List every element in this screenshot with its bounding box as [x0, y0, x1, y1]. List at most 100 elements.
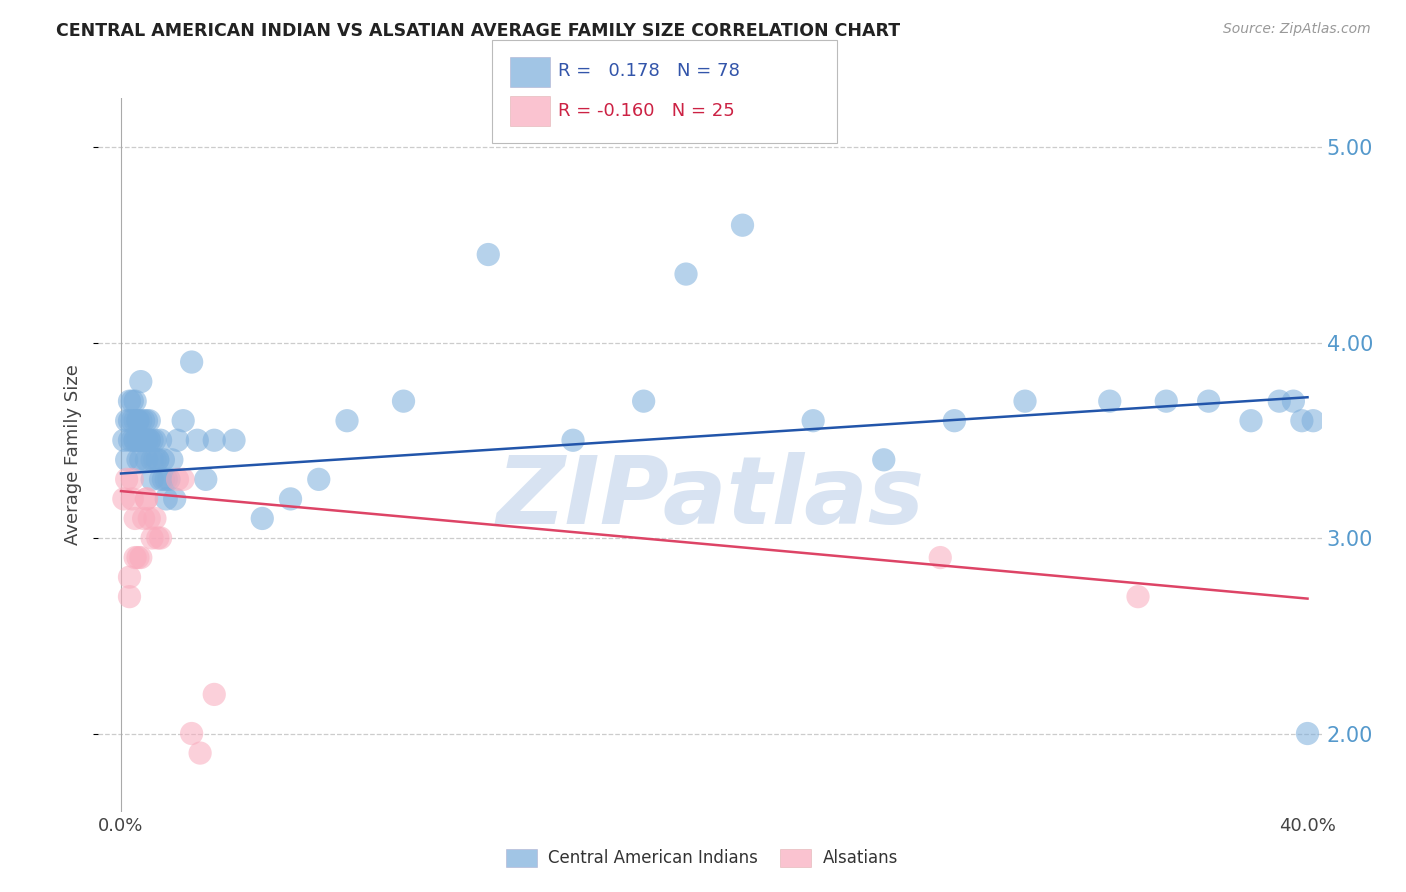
Point: [675, 267, 697, 281]
Point: [121, 472, 143, 486]
Point: [132, 414, 155, 428]
Point: [118, 414, 141, 428]
Point: [124, 550, 146, 565]
Point: [121, 491, 143, 506]
Point: [124, 511, 146, 525]
Point: [155, 472, 177, 486]
Point: [308, 472, 330, 486]
Point: [127, 550, 149, 565]
Point: [127, 414, 149, 428]
Point: [115, 414, 138, 428]
Point: [146, 452, 169, 467]
Point: [180, 355, 202, 369]
Point: [143, 511, 166, 525]
Point: [1291, 414, 1313, 428]
Point: [1282, 394, 1305, 409]
Point: [115, 452, 138, 467]
Point: [152, 452, 174, 467]
Point: [112, 491, 135, 506]
Point: [129, 414, 152, 428]
Point: [127, 452, 149, 467]
Point: [118, 590, 141, 604]
Point: [202, 687, 225, 701]
Point: [157, 472, 180, 486]
Point: [118, 394, 141, 409]
Point: [172, 472, 194, 486]
Point: [163, 491, 186, 506]
Point: [112, 434, 135, 448]
Point: [127, 434, 149, 448]
Point: [155, 491, 177, 506]
Point: [132, 434, 155, 448]
Point: [166, 472, 188, 486]
Point: [1126, 590, 1149, 604]
Point: [222, 434, 245, 448]
Point: [202, 434, 225, 448]
Point: [135, 452, 157, 467]
Point: [1198, 394, 1220, 409]
Point: [121, 434, 143, 448]
Point: [1268, 394, 1291, 409]
Point: [160, 452, 183, 467]
Point: [1302, 414, 1324, 428]
Point: [186, 434, 208, 448]
Point: [141, 472, 163, 486]
Point: [149, 434, 172, 448]
Point: [124, 434, 146, 448]
Point: [929, 550, 952, 565]
Point: [121, 414, 143, 428]
Point: [336, 414, 359, 428]
Text: Alsatians: Alsatians: [823, 849, 898, 867]
Y-axis label: Average Family Size: Average Family Size: [65, 365, 83, 545]
Point: [1014, 394, 1036, 409]
Text: Central American Indians: Central American Indians: [548, 849, 758, 867]
Point: [118, 570, 141, 584]
Point: [194, 472, 217, 486]
Point: [477, 247, 499, 261]
Point: [135, 434, 157, 448]
Point: [138, 434, 160, 448]
Point: [1240, 414, 1263, 428]
Point: [141, 452, 163, 467]
Point: [1098, 394, 1121, 409]
Point: [118, 434, 141, 448]
Point: [172, 414, 194, 428]
Point: [873, 452, 896, 467]
Point: [141, 531, 163, 545]
Point: [129, 434, 152, 448]
Point: [129, 550, 152, 565]
Point: [801, 414, 824, 428]
Text: ZIPatlas: ZIPatlas: [496, 451, 924, 544]
Point: [633, 394, 655, 409]
Point: [143, 452, 166, 467]
Point: [135, 434, 157, 448]
Point: [138, 511, 160, 525]
Point: [1296, 726, 1319, 740]
Point: [141, 434, 163, 448]
Point: [180, 726, 202, 740]
Point: [138, 414, 160, 428]
Point: [146, 452, 169, 467]
Point: [146, 531, 169, 545]
Point: [149, 472, 172, 486]
Point: [129, 375, 152, 389]
Text: R =   0.178   N = 78: R = 0.178 N = 78: [558, 62, 740, 80]
Text: Source: ZipAtlas.com: Source: ZipAtlas.com: [1223, 22, 1371, 37]
Point: [132, 434, 155, 448]
Point: [121, 394, 143, 409]
Point: [132, 511, 155, 525]
Point: [124, 414, 146, 428]
Text: R = -0.160   N = 25: R = -0.160 N = 25: [558, 102, 735, 120]
Text: CENTRAL AMERICAN INDIAN VS ALSATIAN AVERAGE FAMILY SIZE CORRELATION CHART: CENTRAL AMERICAN INDIAN VS ALSATIAN AVER…: [56, 22, 900, 40]
Point: [124, 394, 146, 409]
Point: [280, 491, 302, 506]
Point: [129, 452, 152, 467]
Point: [143, 434, 166, 448]
Point: [124, 434, 146, 448]
Point: [392, 394, 415, 409]
Point: [149, 531, 172, 545]
Point: [252, 511, 274, 525]
Point: [1154, 394, 1177, 409]
Point: [127, 414, 149, 428]
Point: [129, 434, 152, 448]
